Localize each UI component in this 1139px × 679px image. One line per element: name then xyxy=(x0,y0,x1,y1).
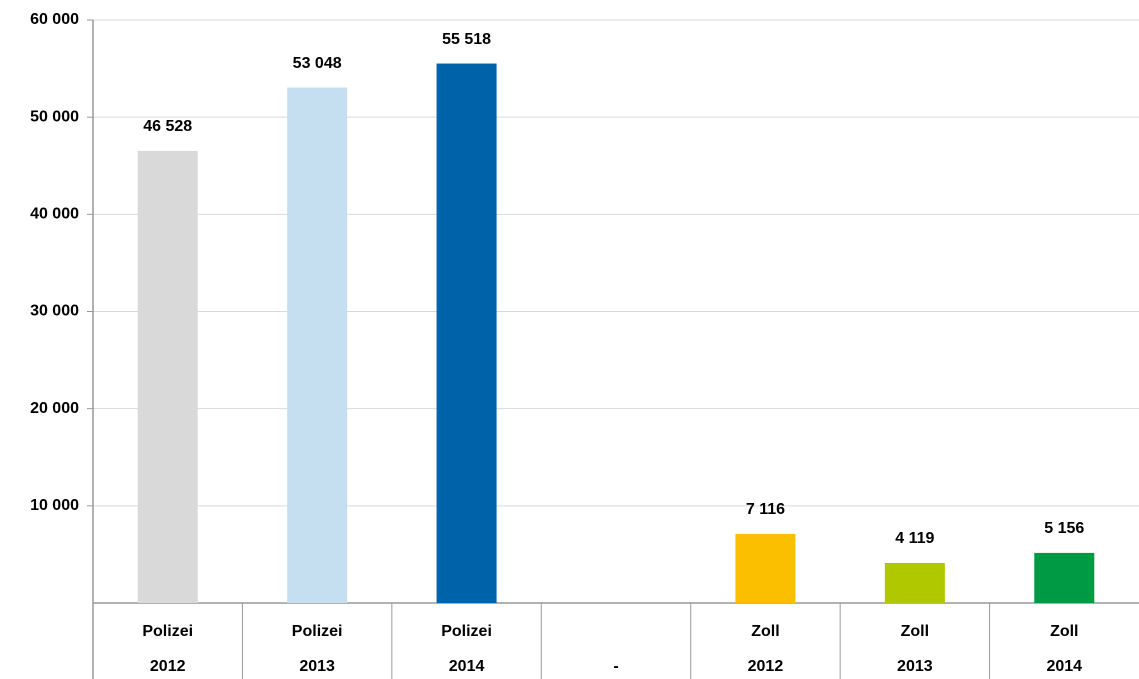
x-tick-label: Polizei xyxy=(292,623,343,640)
x-tick-label: Zoll xyxy=(751,623,779,640)
bar xyxy=(735,533,796,603)
bar xyxy=(137,150,198,603)
value-label: 7 116 xyxy=(746,501,785,518)
x-tick-label: 2012 xyxy=(150,658,186,675)
x-tick-label: Zoll xyxy=(901,623,929,640)
x-tick-label: 2014 xyxy=(449,658,485,675)
x-tick-label: Zoll xyxy=(1050,623,1078,640)
value-label: 55 518 xyxy=(442,31,491,48)
value-label: 4 119 xyxy=(895,530,934,547)
x-tick-label: 2013 xyxy=(897,658,933,675)
x-tick-label: - xyxy=(613,658,618,675)
value-label: 46 528 xyxy=(143,118,192,135)
bar xyxy=(884,562,945,603)
y-tick-label: 40 000 xyxy=(30,206,79,223)
x-tick-label: 2013 xyxy=(299,658,335,675)
y-tick-label: 10 000 xyxy=(30,497,79,514)
value-label: 53 048 xyxy=(293,55,342,72)
x-tick-label: Polizei xyxy=(142,623,193,640)
bar xyxy=(287,87,348,603)
x-tick-label: Polizei xyxy=(441,623,492,640)
y-tick-label: 30 000 xyxy=(30,303,79,320)
value-label: 5 156 xyxy=(1044,520,1084,537)
x-tick-label: 2012 xyxy=(748,658,784,675)
bar xyxy=(436,63,497,603)
y-tick-label: 20 000 xyxy=(30,400,79,417)
bar xyxy=(1034,552,1095,603)
y-tick-label: 50 000 xyxy=(30,108,79,125)
y-tick-label: 60 000 xyxy=(30,11,79,28)
x-tick-label: 2014 xyxy=(1046,658,1082,675)
